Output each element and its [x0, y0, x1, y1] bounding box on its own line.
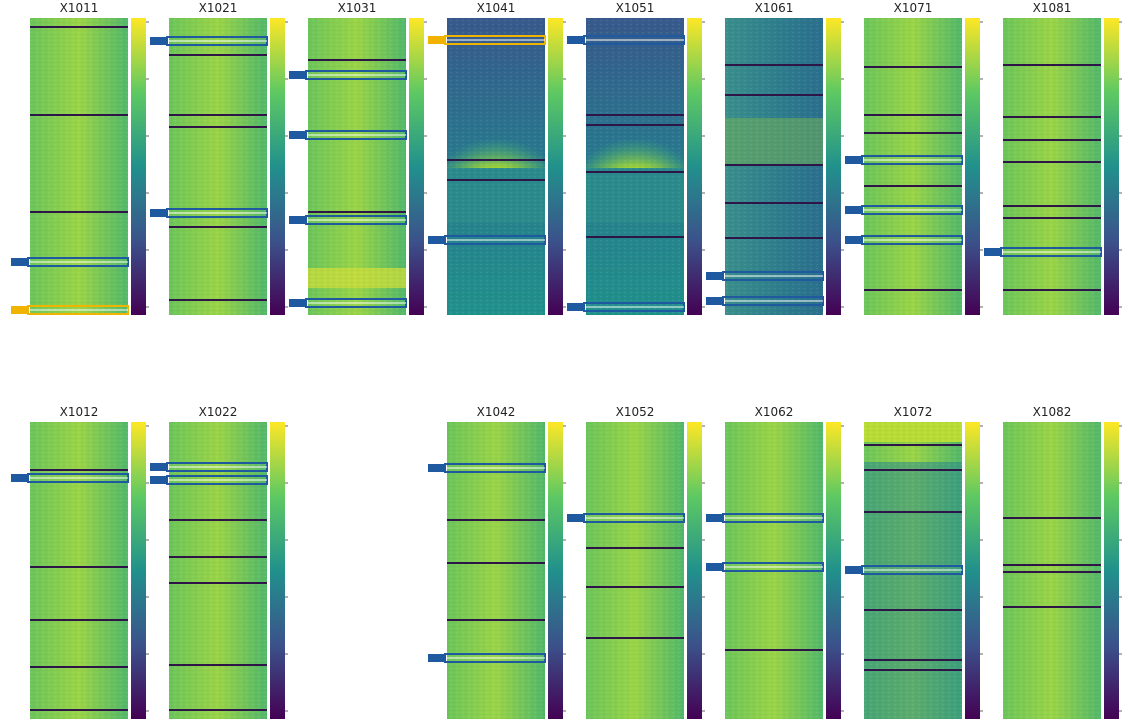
marker-tab [11, 258, 29, 266]
heatmap-noise [725, 18, 823, 315]
heatmap-noise [864, 18, 962, 315]
marker-tab [706, 563, 724, 571]
panel-grid: X1011 X1021 X1031 X1041 X1051 X1061 X1071 X1081… [0, 0, 1133, 719]
marker-tab [428, 236, 446, 244]
panel-title: X1072 [894, 405, 933, 419]
marker-tab [567, 36, 585, 44]
marker-tab [845, 206, 863, 214]
colorbar [965, 18, 980, 315]
panel-title: X1042 [477, 405, 516, 419]
marker-tab [428, 36, 446, 44]
marker-tab [706, 272, 724, 280]
marker-tab [845, 236, 863, 244]
colorbar [1104, 422, 1119, 719]
panel-title: X1012 [60, 405, 99, 419]
marker-tab [150, 209, 168, 217]
panel-title: X1082 [1033, 405, 1072, 419]
marker-tab [289, 71, 307, 79]
panel-title: X1071 [894, 1, 933, 15]
panel-title: X1081 [1033, 1, 1072, 15]
marker-tab [11, 474, 29, 482]
marker-tab [150, 463, 168, 471]
colorbar [131, 18, 146, 315]
panel-title: X1021 [199, 1, 238, 15]
heatmap-noise [586, 422, 684, 719]
colorbar [965, 422, 980, 719]
marker-tab [984, 248, 1002, 256]
marker-tab [567, 303, 585, 311]
heatmap-noise [30, 422, 128, 719]
colorbar [548, 422, 563, 719]
marker-tab [706, 514, 724, 522]
marker-tab [428, 464, 446, 472]
colorbar [687, 422, 702, 719]
heatmap-noise [447, 18, 545, 315]
colorbar [687, 18, 702, 315]
marker-tab [11, 306, 29, 314]
panel-title: X1051 [616, 1, 655, 15]
heatmap-noise [586, 18, 684, 315]
marker-tab [845, 566, 863, 574]
colorbar [548, 18, 563, 315]
heatmap-noise [169, 18, 267, 315]
heatmap-noise [30, 18, 128, 315]
colorbar [826, 18, 841, 315]
marker-tab [150, 476, 168, 484]
panel-title: X1062 [755, 405, 794, 419]
marker-tab [706, 297, 724, 305]
heatmap-noise [1003, 422, 1101, 719]
panel-title: X1011 [60, 1, 99, 15]
marker-tab [150, 37, 168, 45]
colorbar [270, 18, 285, 315]
colorbar [131, 422, 146, 719]
heatmap-noise [1003, 18, 1101, 315]
panel-title: X1061 [755, 1, 794, 15]
heatmap-noise [447, 422, 545, 719]
marker-tab [845, 156, 863, 164]
marker-tab [567, 514, 585, 522]
marker-tab [289, 299, 307, 307]
colorbar [270, 422, 285, 719]
marker-tab [428, 654, 446, 662]
colorbar [826, 422, 841, 719]
marker-tab [289, 216, 307, 224]
panel-title: X1041 [477, 1, 516, 15]
panel-title: X1052 [616, 405, 655, 419]
marker-tab [289, 131, 307, 139]
panel-title: X1022 [199, 405, 238, 419]
panel-title: X1031 [338, 1, 377, 15]
colorbar [1104, 18, 1119, 315]
heatmap-noise [308, 18, 406, 315]
colorbar [409, 18, 424, 315]
